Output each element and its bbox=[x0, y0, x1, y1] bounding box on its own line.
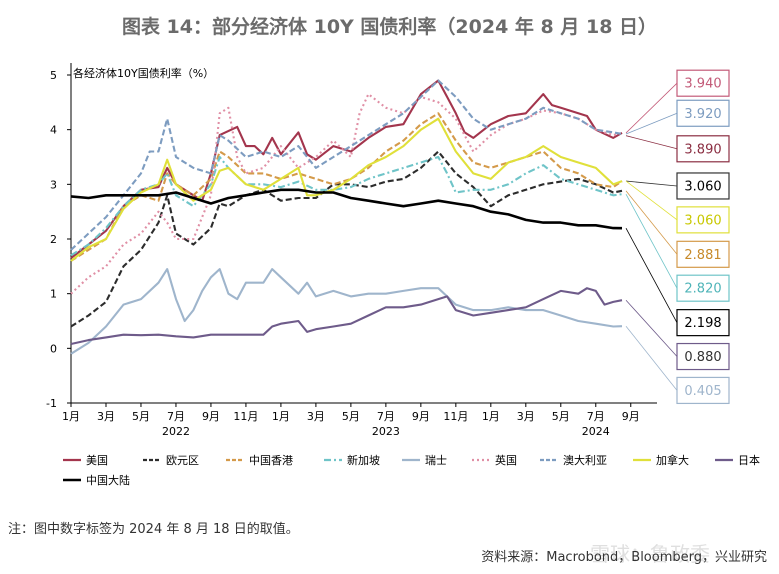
figure-note: 注：图中数字标签为 2024 年 8 月 18 日的取值。 bbox=[8, 522, 299, 537]
value-label: 3.920 bbox=[684, 107, 721, 122]
x-tick-label: 1月 bbox=[272, 410, 290, 423]
value-label-leader bbox=[625, 180, 678, 187]
y-tick-label: 4 bbox=[50, 124, 57, 137]
bond-yield-chart: 各经济体10Y国债利率（%） -1 0 1 2 3 4 5 1月 3月 5月 7月 9月 11月 1月 3月 5… bbox=[46, 63, 760, 487]
y-tick-label: -1 bbox=[46, 397, 57, 410]
value-label: 2.198 bbox=[684, 316, 721, 331]
value-label-box bbox=[676, 376, 730, 405]
value-label-leader bbox=[625, 135, 678, 150]
value-label-box bbox=[676, 172, 730, 200]
value-label-leader bbox=[625, 299, 678, 357]
x-tick-label: 1月 bbox=[482, 410, 500, 423]
series-line bbox=[70, 268, 623, 355]
value-label-leader bbox=[625, 82, 678, 134]
x-tick-label: 3月 bbox=[97, 410, 115, 423]
value-label-leader bbox=[625, 180, 678, 221]
x-tick-label: 5月 bbox=[342, 410, 360, 423]
x-year-label: 2024 bbox=[582, 425, 610, 438]
legend-label: 欧元区 bbox=[166, 454, 199, 467]
legend-label: 新加坡 bbox=[347, 453, 380, 467]
series-line bbox=[70, 155, 623, 257]
legend-label: 英国 bbox=[495, 453, 517, 467]
value-label-leader bbox=[625, 112, 678, 135]
chart-inner-title: 各经济体10Y国债利率（%） bbox=[73, 66, 214, 80]
value-label-box bbox=[676, 69, 730, 97]
value-label-leader bbox=[625, 325, 678, 391]
value-label: 2.881 bbox=[684, 248, 721, 263]
value-label-box bbox=[676, 274, 730, 302]
x-tick-label: 3月 bbox=[517, 410, 535, 423]
value-label: 3.940 bbox=[684, 77, 721, 92]
x-tick-label: 11月 bbox=[443, 410, 468, 423]
x-tick-label: 5月 bbox=[552, 410, 570, 423]
x-tick-label: 7月 bbox=[587, 410, 605, 423]
x-tick-label: 9月 bbox=[412, 410, 430, 423]
value-label: 2.820 bbox=[684, 282, 721, 297]
x-tick-label: 9月 bbox=[202, 410, 220, 423]
legend-label: 澳大利亚 bbox=[563, 453, 607, 467]
x-tick-label: 3月 bbox=[307, 410, 325, 423]
series-line bbox=[70, 112, 623, 262]
series-line bbox=[70, 150, 623, 328]
legend-label: 加拿大 bbox=[656, 453, 689, 467]
figure-source: 资料来源：Macrobond，Bloomberg，兴业研究 bbox=[481, 550, 767, 565]
watermark: 雪球：鲁政委 bbox=[590, 542, 710, 566]
x-tick-label: 9月 bbox=[622, 410, 640, 423]
value-label-leader bbox=[625, 227, 678, 323]
series-line bbox=[70, 93, 623, 295]
value-label: 3.060 bbox=[684, 179, 721, 194]
value-label-box bbox=[676, 240, 730, 268]
value-label-leader bbox=[625, 190, 678, 255]
value-label-box bbox=[676, 206, 730, 234]
value-label: 0.405 bbox=[684, 384, 721, 399]
x-tick-label: 11月 bbox=[233, 410, 258, 423]
x-tick-label: 7月 bbox=[377, 410, 395, 423]
value-label-box bbox=[676, 99, 730, 127]
series-line bbox=[70, 117, 623, 262]
y-tick-label: 3 bbox=[50, 178, 57, 191]
y-tick-label: 5 bbox=[50, 69, 57, 82]
x-year-label: 2023 bbox=[372, 425, 400, 438]
series-line bbox=[70, 79, 623, 251]
value-label: 3.890 bbox=[684, 142, 721, 157]
legend-label: 中国香港 bbox=[249, 454, 293, 467]
y-tick-label: 0 bbox=[50, 342, 57, 355]
x-tick-label: 5月 bbox=[132, 410, 150, 423]
value-label-box bbox=[676, 342, 730, 371]
series-line bbox=[70, 188, 623, 230]
value-label-box bbox=[676, 135, 730, 163]
legend-label: 瑞士 bbox=[425, 453, 447, 467]
series-line bbox=[70, 287, 623, 346]
figure-title: 图表 14：部分经济体 10Y 国债利率（2024 年 8 月 18 日） bbox=[121, 16, 658, 38]
x-tick-label: 7月 bbox=[167, 410, 185, 423]
x-tick-label: 1月 bbox=[62, 410, 80, 423]
value-label-leader bbox=[625, 193, 678, 289]
x-year-label: 2022 bbox=[162, 425, 190, 438]
legend-label: 中国大陆 bbox=[86, 473, 130, 487]
legend-label: 美国 bbox=[86, 454, 108, 467]
value-label: 0.880 bbox=[684, 350, 721, 365]
y-tick-label: 1 bbox=[50, 288, 57, 301]
legend-label: 日本 bbox=[738, 453, 760, 467]
y-tick-label: 2 bbox=[50, 233, 57, 246]
value-label-box bbox=[676, 309, 730, 337]
value-label: 3.060 bbox=[684, 213, 721, 228]
